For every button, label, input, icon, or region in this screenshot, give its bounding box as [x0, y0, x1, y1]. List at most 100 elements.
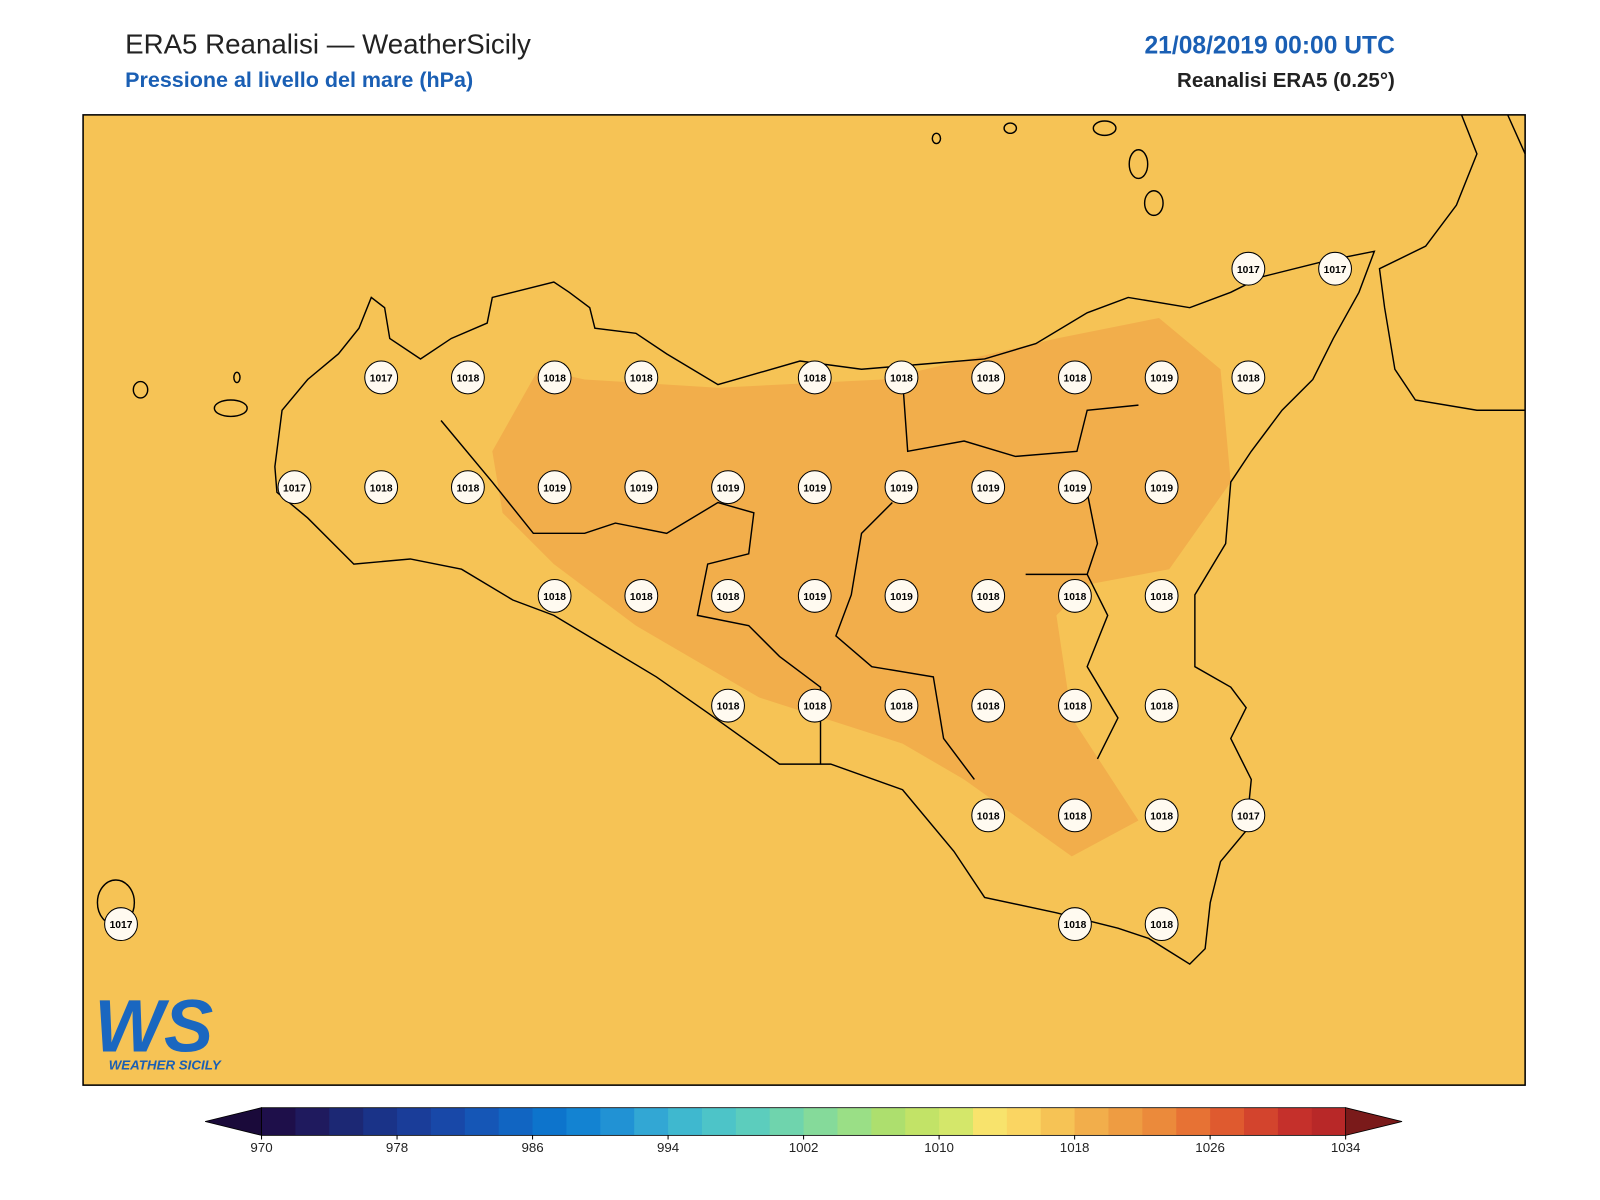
colorbar-bin [498, 1107, 534, 1136]
station-marker [1144, 688, 1179, 723]
station-value: 1019 [977, 483, 1000, 494]
station-marker [1058, 688, 1092, 723]
colorbar-bin [430, 1107, 466, 1136]
source: Reanalisi ERA5 (0.25°) [1177, 69, 1395, 92]
calabria-coast [1378, 114, 1526, 411]
station-value: 1019 [1150, 483, 1173, 494]
subtitle: Pressione al livello del mare (hPa) [125, 68, 473, 92]
colorbar-bin [464, 1107, 500, 1136]
station-marker [537, 470, 572, 505]
colorbar-bin [363, 1107, 398, 1136]
station-value: 1017 [1324, 265, 1347, 276]
colorbar-bin [1210, 1107, 1245, 1136]
station-value: 1018 [1150, 592, 1173, 603]
station-value: 1018 [456, 374, 479, 385]
colorbar-bin [1176, 1107, 1211, 1136]
station-marker [1144, 578, 1179, 613]
station-marker [797, 688, 832, 723]
station-marker [1144, 907, 1179, 942]
station-marker [1058, 798, 1092, 833]
station-marker [1144, 470, 1179, 505]
colorbar-tick-label: 1010 [924, 1140, 954, 1155]
colorbar-bin [1040, 1107, 1076, 1136]
station-value: 1017 [1237, 265, 1260, 276]
station-value: 1018 [1064, 702, 1087, 713]
colorbar-under [205, 1107, 262, 1136]
colorbar-bin [1142, 1107, 1177, 1136]
station-value: 1018 [977, 811, 1000, 822]
station-marker [624, 470, 659, 505]
station-marker [277, 470, 312, 505]
colorbar-bin [769, 1107, 805, 1136]
station-marker [884, 688, 919, 723]
colorbar: 970 978 986 994 1002 1010 1018 1026 1034 [205, 1107, 1403, 1155]
colorbar-tick-label: 1034 [1331, 1140, 1361, 1155]
station-value: 1019 [1150, 374, 1173, 385]
colorbar-bin [1006, 1107, 1042, 1136]
station-value: 1018 [890, 702, 913, 713]
sicily-coast [274, 250, 1376, 966]
station-marker [711, 688, 745, 723]
station-marker [1144, 360, 1179, 395]
station-value: 1018 [630, 592, 653, 603]
station-marker [364, 360, 399, 395]
station-value: 1019 [890, 592, 913, 603]
station-value: 1019 [890, 483, 913, 494]
colorbar-bin [701, 1107, 737, 1136]
colorbar-over [1345, 1107, 1403, 1136]
colorbar-bin [1108, 1107, 1143, 1136]
station-value: 1018 [370, 483, 393, 494]
station-marker [711, 578, 745, 613]
date: 21/08/2019 00:00 UTC [1144, 32, 1395, 59]
station-marker [797, 578, 832, 613]
station-marker [971, 470, 1006, 505]
station-value: 1018 [890, 374, 913, 385]
station-value: 1018 [717, 592, 740, 603]
station-value: 1018 [1150, 702, 1173, 713]
station-marker [104, 907, 138, 942]
colorbar-bin [735, 1107, 771, 1136]
stations: 1017 1017 1017 1018 1018 1018 1018 1018 1018 1018… [104, 251, 1352, 942]
station-value: 1018 [456, 483, 479, 494]
station-value: 1018 [1150, 811, 1173, 822]
station-value: 1018 [803, 374, 826, 385]
station-value: 1018 [977, 592, 1000, 603]
station-value: 1018 [630, 374, 653, 385]
station-value: 1018 [1064, 592, 1087, 603]
colorbar-bin [566, 1107, 601, 1136]
station-marker [1058, 578, 1092, 613]
station-value: 1018 [543, 592, 566, 603]
colorbar-bin [1311, 1107, 1347, 1136]
station-marker [711, 470, 745, 505]
station-marker [537, 360, 572, 395]
station-marker [450, 470, 485, 505]
colorbar-bin [261, 1107, 296, 1136]
colorbar-tick-label: 1002 [789, 1140, 819, 1155]
station-value: 1018 [977, 374, 1000, 385]
station-marker [450, 360, 485, 395]
colorbar-bin [871, 1107, 906, 1136]
colorbar-bin [905, 1107, 940, 1136]
station-marker [1231, 251, 1266, 286]
colorbar-bin [939, 1107, 974, 1136]
colorbar-bin [600, 1107, 635, 1136]
station-marker [364, 470, 399, 505]
colorbar-tick-label: 1026 [1195, 1140, 1225, 1155]
station-marker [1318, 251, 1352, 286]
map-frame [82, 114, 1526, 1086]
station-value: 1019 [717, 483, 740, 494]
colorbar-bin [397, 1107, 432, 1136]
colorbar-tick-label: 986 [521, 1140, 543, 1155]
station-marker [1058, 360, 1092, 395]
colorbar-tick-label: 994 [657, 1140, 680, 1155]
colorbar-bin [1244, 1107, 1279, 1136]
station-marker [797, 470, 832, 505]
station-value: 1018 [1237, 374, 1260, 385]
station-marker [1231, 360, 1266, 395]
station-marker [1058, 907, 1092, 942]
station-value: 1018 [1150, 920, 1173, 931]
station-marker [537, 578, 572, 613]
colorbar-bin [972, 1107, 1008, 1136]
logo-name: WEATHER SICILY [109, 1058, 222, 1073]
station-marker [971, 688, 1006, 723]
